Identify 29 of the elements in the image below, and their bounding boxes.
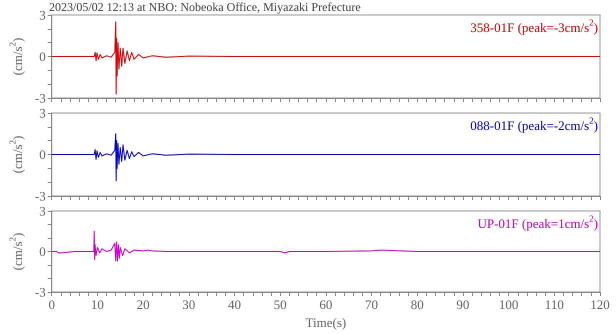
y-axis-title: (cm/s2)	[8, 136, 25, 174]
x-tick-label: 60	[319, 297, 332, 312]
y-tick-label: -3	[34, 284, 46, 300]
y-tick-label: -3	[34, 188, 46, 204]
line-series	[51, 133, 600, 182]
x-axis-title: Time(s)	[306, 315, 346, 330]
x-tick-label: 120	[590, 297, 610, 312]
y-tick-label: 0	[39, 147, 46, 162]
y-tick-label: 0	[39, 244, 46, 259]
x-tick-label: 100	[498, 297, 518, 312]
y-tick-label: 3	[39, 106, 46, 120]
x-tick-label: 20	[136, 297, 150, 312]
y-axis-title: (cm/s2)	[8, 232, 25, 270]
line-series	[51, 21, 600, 94]
x-tick-label: 80	[410, 297, 424, 312]
y-axis-title: (cm/s2)	[8, 38, 25, 76]
x-tick-label: 50	[274, 297, 287, 312]
x-tick-label: 40	[228, 297, 241, 312]
x-tick-label: 90	[456, 297, 470, 312]
chart-title: 2023/05/02 12:13 at NBO: Nobeoka Office, Miyazaki Prefecture	[49, 0, 361, 14]
y-tick-label: -3	[34, 90, 46, 106]
y-tick-label: 0	[39, 49, 46, 64]
y-tick-label: 3	[39, 204, 46, 218]
x-tick-label: 70	[365, 297, 378, 312]
x-tick-label: 30	[182, 297, 196, 312]
x-tick-label: 10	[90, 297, 104, 312]
x-tick-label: 110	[544, 297, 564, 312]
y-tick-label: 3	[39, 8, 46, 22]
line-series	[51, 230, 600, 262]
